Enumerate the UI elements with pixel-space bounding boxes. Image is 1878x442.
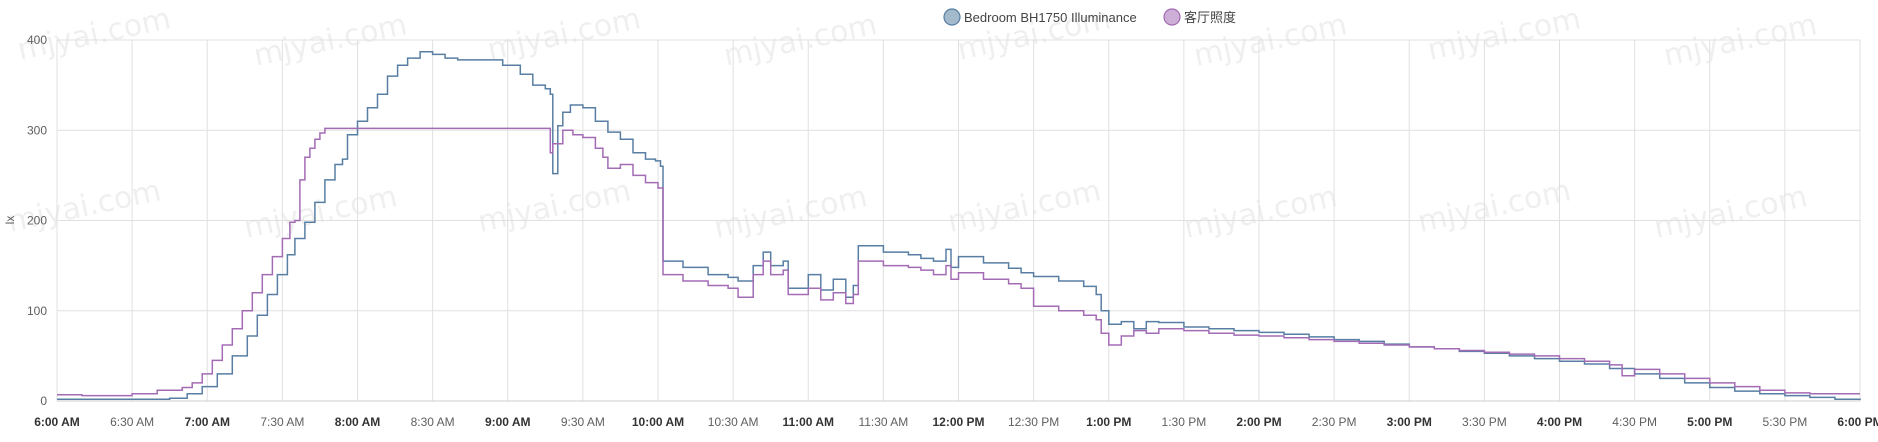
x-tick-label: 9:30 AM (561, 415, 605, 429)
axis-layer: 0 100 200 300 400 6:00 AM 6:30 AM 7:00 AM 7:30 A… (27, 33, 1878, 429)
watermark-text: mjyai.com (241, 179, 401, 246)
watermark-text: mjyai.com (1181, 179, 1341, 246)
legend-swatch[interactable] (943, 8, 961, 26)
x-tick-label: 12:30 PM (1008, 415, 1059, 429)
series-layer (57, 50, 1861, 401)
x-tick-label: 2:30 PM (1312, 415, 1357, 429)
x-tick-label: 3:30 PM (1462, 415, 1507, 429)
x-tick-label: 6:00 AM (34, 415, 80, 429)
legend-swatch[interactable] (1163, 8, 1181, 26)
x-tick-label: 6:00 PM (1837, 415, 1878, 429)
x-tick-label: 7:00 AM (184, 415, 230, 429)
x-tick-label: 5:00 PM (1687, 415, 1732, 429)
watermark-layer: mjyai.com mjyai.com mjyai.com mjyai.com mjya… (5, 1, 1821, 246)
y-tick-label: 100 (27, 304, 47, 318)
legend-label[interactable]: Bedroom BH1750 Illuminance (964, 10, 1137, 25)
x-tick-label: 8:30 AM (411, 415, 455, 429)
x-tick-label: 3:00 PM (1387, 415, 1432, 429)
watermark-text: mjyai.com (1651, 179, 1811, 246)
x-tick-label: 2:00 PM (1236, 415, 1281, 429)
x-tick-label: 12:00 PM (932, 415, 984, 429)
grid-layer (56, 39, 1861, 402)
x-tick-label: 9:00 AM (485, 415, 531, 429)
y-tick-label: 200 (27, 214, 47, 228)
watermark-text: mjyai.com (711, 179, 871, 246)
x-tick-label: 10:30 AM (708, 415, 759, 429)
y-axis-label: lx (3, 216, 17, 225)
x-tick-label: 10:00 AM (632, 415, 684, 429)
x-tick-label: 5:30 PM (1763, 415, 1808, 429)
watermark-text: mjyai.com (475, 173, 635, 240)
x-tick-label: 1:00 PM (1086, 415, 1131, 429)
x-tick-label: 11:30 AM (858, 415, 908, 429)
x-tick-label: 4:30 PM (1612, 415, 1657, 429)
x-tick-label: 8:00 AM (335, 415, 381, 429)
x-tick-label: 7:30 AM (260, 415, 304, 429)
legend: Bedroom BH1750 Illuminance 客厅照度 (943, 8, 1236, 26)
y-tick-label: 300 (27, 123, 47, 137)
series-line-living-room (57, 127, 1860, 397)
x-tick-label: 4:00 PM (1537, 415, 1582, 429)
y-tick-label: 400 (27, 33, 47, 47)
y-tick-label: 0 (40, 394, 47, 408)
x-tick-label: 1:30 PM (1162, 415, 1207, 429)
watermark-text: mjyai.com (5, 173, 165, 240)
x-tick-label: 6:30 AM (110, 415, 154, 429)
legend-label[interactable]: 客厅照度 (1184, 10, 1236, 25)
watermark-text: mjyai.com (1415, 173, 1575, 240)
watermark-text: mjyai.com (484, 1, 644, 68)
x-tick-label: 11:00 AM (782, 415, 834, 429)
watermark-text: mjyai.com (945, 173, 1105, 240)
